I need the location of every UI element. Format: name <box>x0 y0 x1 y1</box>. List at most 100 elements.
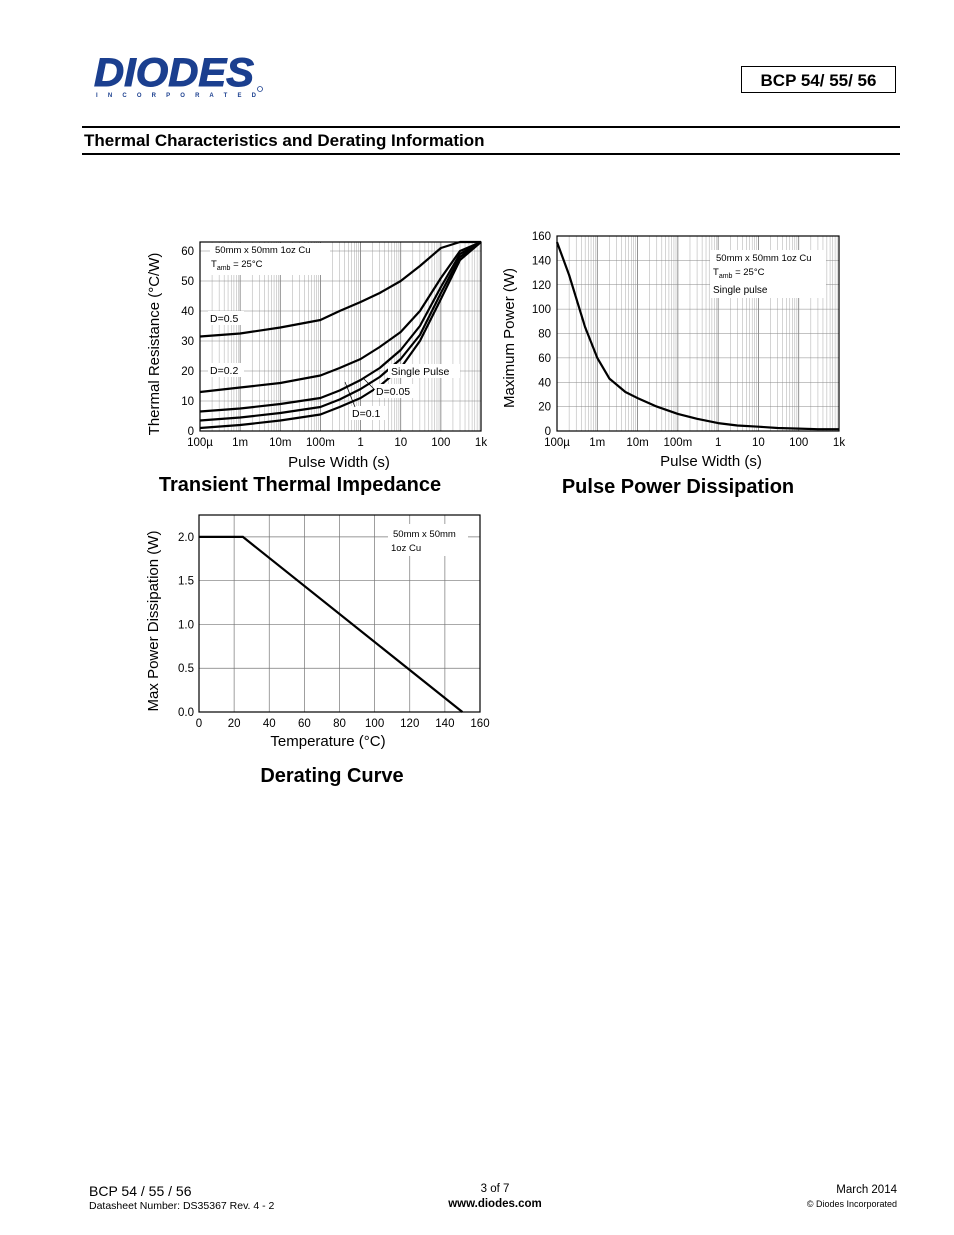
c2-curves <box>555 241 839 431</box>
y-tick-label: 160 <box>532 231 551 243</box>
y-tick-label: 50 <box>181 276 194 288</box>
c1-x-axis-label: Pulse Width (s) <box>288 454 390 471</box>
series-line-4 <box>199 241 482 430</box>
c3-note-line2: 1oz Cu <box>391 543 421 554</box>
c1-note-line2: Tamb = 25°C <box>211 259 263 272</box>
x-tick-label: 20 <box>228 718 241 730</box>
y-tick-label: 30 <box>181 336 194 348</box>
series-line-3 <box>199 241 482 422</box>
series-line-1 <box>199 240 482 394</box>
c1-leader-d01 <box>344 381 356 408</box>
c1-note-val: = 25°C <box>230 259 262 270</box>
c3-curves <box>199 535 464 713</box>
c1-label-d01: D=0.1 <box>352 408 380 420</box>
footer-page-number: 3 of 7 <box>480 1183 510 1195</box>
x-tick-label: 1m <box>232 437 248 449</box>
c2-note-line3: Single pulse <box>713 285 768 296</box>
y-tick-label: 140 <box>532 255 551 267</box>
c2-y-tick-labels: 0 20 40 60 80 100 120 140 160 <box>532 231 551 438</box>
section-top-rule <box>82 126 900 128</box>
c2-note-line1: 50mm x 50mm 1oz Cu <box>716 253 812 264</box>
x-tick-label: 100 <box>365 718 384 730</box>
c3-x-axis-label: Temperature (°C) <box>270 733 385 750</box>
x-tick-label: 100 <box>789 437 808 449</box>
y-tick-label: 120 <box>532 280 551 292</box>
c1-y-axis-label: Thermal Resistance (°C/W) <box>146 253 163 436</box>
series-line-0 <box>555 241 839 431</box>
x-tick-label: 0 <box>196 718 202 730</box>
x-tick-label: 1k <box>833 437 845 449</box>
c2-plot-frame <box>556 235 840 432</box>
c1-label-single: Single Pulse <box>391 366 450 378</box>
y-tick-label: 1.0 <box>178 619 194 631</box>
y-tick-label: 2.0 <box>178 532 194 544</box>
c2-title: Pulse Power Dissipation <box>562 476 794 498</box>
c1-y-tick-labels: 0 10 20 30 40 50 60 <box>181 246 194 438</box>
x-tick-label: 120 <box>400 718 419 730</box>
y-tick-label: 0 <box>188 426 194 438</box>
c1-label-bg-d05 <box>208 311 244 325</box>
diodes-logo: DIODES I N C O R P O R A T E D <box>94 52 263 99</box>
c1-label-bg-single <box>388 364 460 378</box>
x-tick-label: 60 <box>298 718 311 730</box>
c1-label-d05: D=0.5 <box>210 313 238 325</box>
x-tick-label: 100m <box>306 437 335 449</box>
x-tick-label: 10m <box>269 437 291 449</box>
c1-note-bg <box>210 243 330 275</box>
x-tick-label: 100m <box>663 437 692 449</box>
footer-part-number: BCP 54 / 55 / 56 <box>89 1183 192 1199</box>
y-tick-label: 0 <box>545 426 551 438</box>
y-tick-label: 60 <box>538 353 551 365</box>
y-tick-label: 20 <box>538 402 551 414</box>
c1-curves <box>199 240 482 430</box>
c3-note-line1: 50mm x 50mm <box>393 529 456 540</box>
series-line-2 <box>199 241 482 413</box>
y-tick-label: 1.5 <box>178 576 194 588</box>
logo-wordmark: DIODES <box>94 52 254 95</box>
part-number-box: BCP 54/ 55/ 56 <box>741 66 896 93</box>
c3-plot-frame <box>198 514 481 713</box>
section-title: Thermal Characteristics and Derating Inf… <box>84 131 485 150</box>
c1-x-tick-labels: 100µ 1m 10m 100m 1 10 100 1k <box>187 437 487 449</box>
c1-note-line1: 50mm x 50mm 1oz Cu <box>215 245 311 256</box>
x-tick-label: 100µ <box>187 437 213 449</box>
c2-x-axis-label: Pulse Width (s) <box>660 453 762 470</box>
x-tick-label: 1 <box>715 437 721 449</box>
c1-title: Transient Thermal Impedance <box>159 474 441 496</box>
registered-icon <box>257 86 263 92</box>
x-tick-label: 1 <box>357 437 363 449</box>
c1-label-bg-d005 <box>374 384 416 398</box>
c2-note-line2: Tamb = 25°C <box>713 267 765 280</box>
y-tick-label: 0.0 <box>178 707 194 719</box>
c2-y-axis-label: Maximum Power (W) <box>501 268 518 408</box>
section-bottom-rule <box>82 153 900 155</box>
footer-date: March 2014 <box>836 1184 897 1196</box>
c3-x-tick-labels: 0 20 40 60 80 100 120 140 160 <box>196 718 490 730</box>
c3-note-bg <box>388 524 468 556</box>
x-tick-label: 10 <box>394 437 407 449</box>
y-tick-label: 40 <box>181 306 194 318</box>
y-tick-label: 60 <box>181 246 194 258</box>
c1-leader-d005 <box>362 377 376 391</box>
c2-note-sub: amb <box>719 273 733 280</box>
c1-note-sub: amb <box>217 265 231 272</box>
c1-label-bg-d01 <box>350 406 386 420</box>
footer-website-link[interactable]: www.diodes.com <box>448 1198 542 1210</box>
series-line-0 <box>199 240 481 338</box>
x-tick-label: 160 <box>470 718 489 730</box>
x-tick-label: 10 <box>752 437 765 449</box>
x-tick-label: 100 <box>431 437 450 449</box>
x-tick-label: 1k <box>475 437 487 449</box>
c1-note-t: T <box>211 259 217 270</box>
c3-y-axis-label: Max Power Dissipation (W) <box>145 531 162 712</box>
x-tick-label: 10m <box>626 437 648 449</box>
c2-note-bg <box>710 250 826 298</box>
c3-title: Derating Curve <box>260 765 403 787</box>
footer-datasheet-number: Datasheet Number: DS35367 Rev. 4 - 2 <box>89 1200 275 1212</box>
y-tick-label: 80 <box>538 329 551 341</box>
c2-note-t: T <box>713 267 719 278</box>
x-tick-label: 1m <box>589 437 605 449</box>
c2-note-val: = 25°C <box>732 267 764 278</box>
footer-copyright: © Diodes Incorporated <box>806 1199 897 1209</box>
